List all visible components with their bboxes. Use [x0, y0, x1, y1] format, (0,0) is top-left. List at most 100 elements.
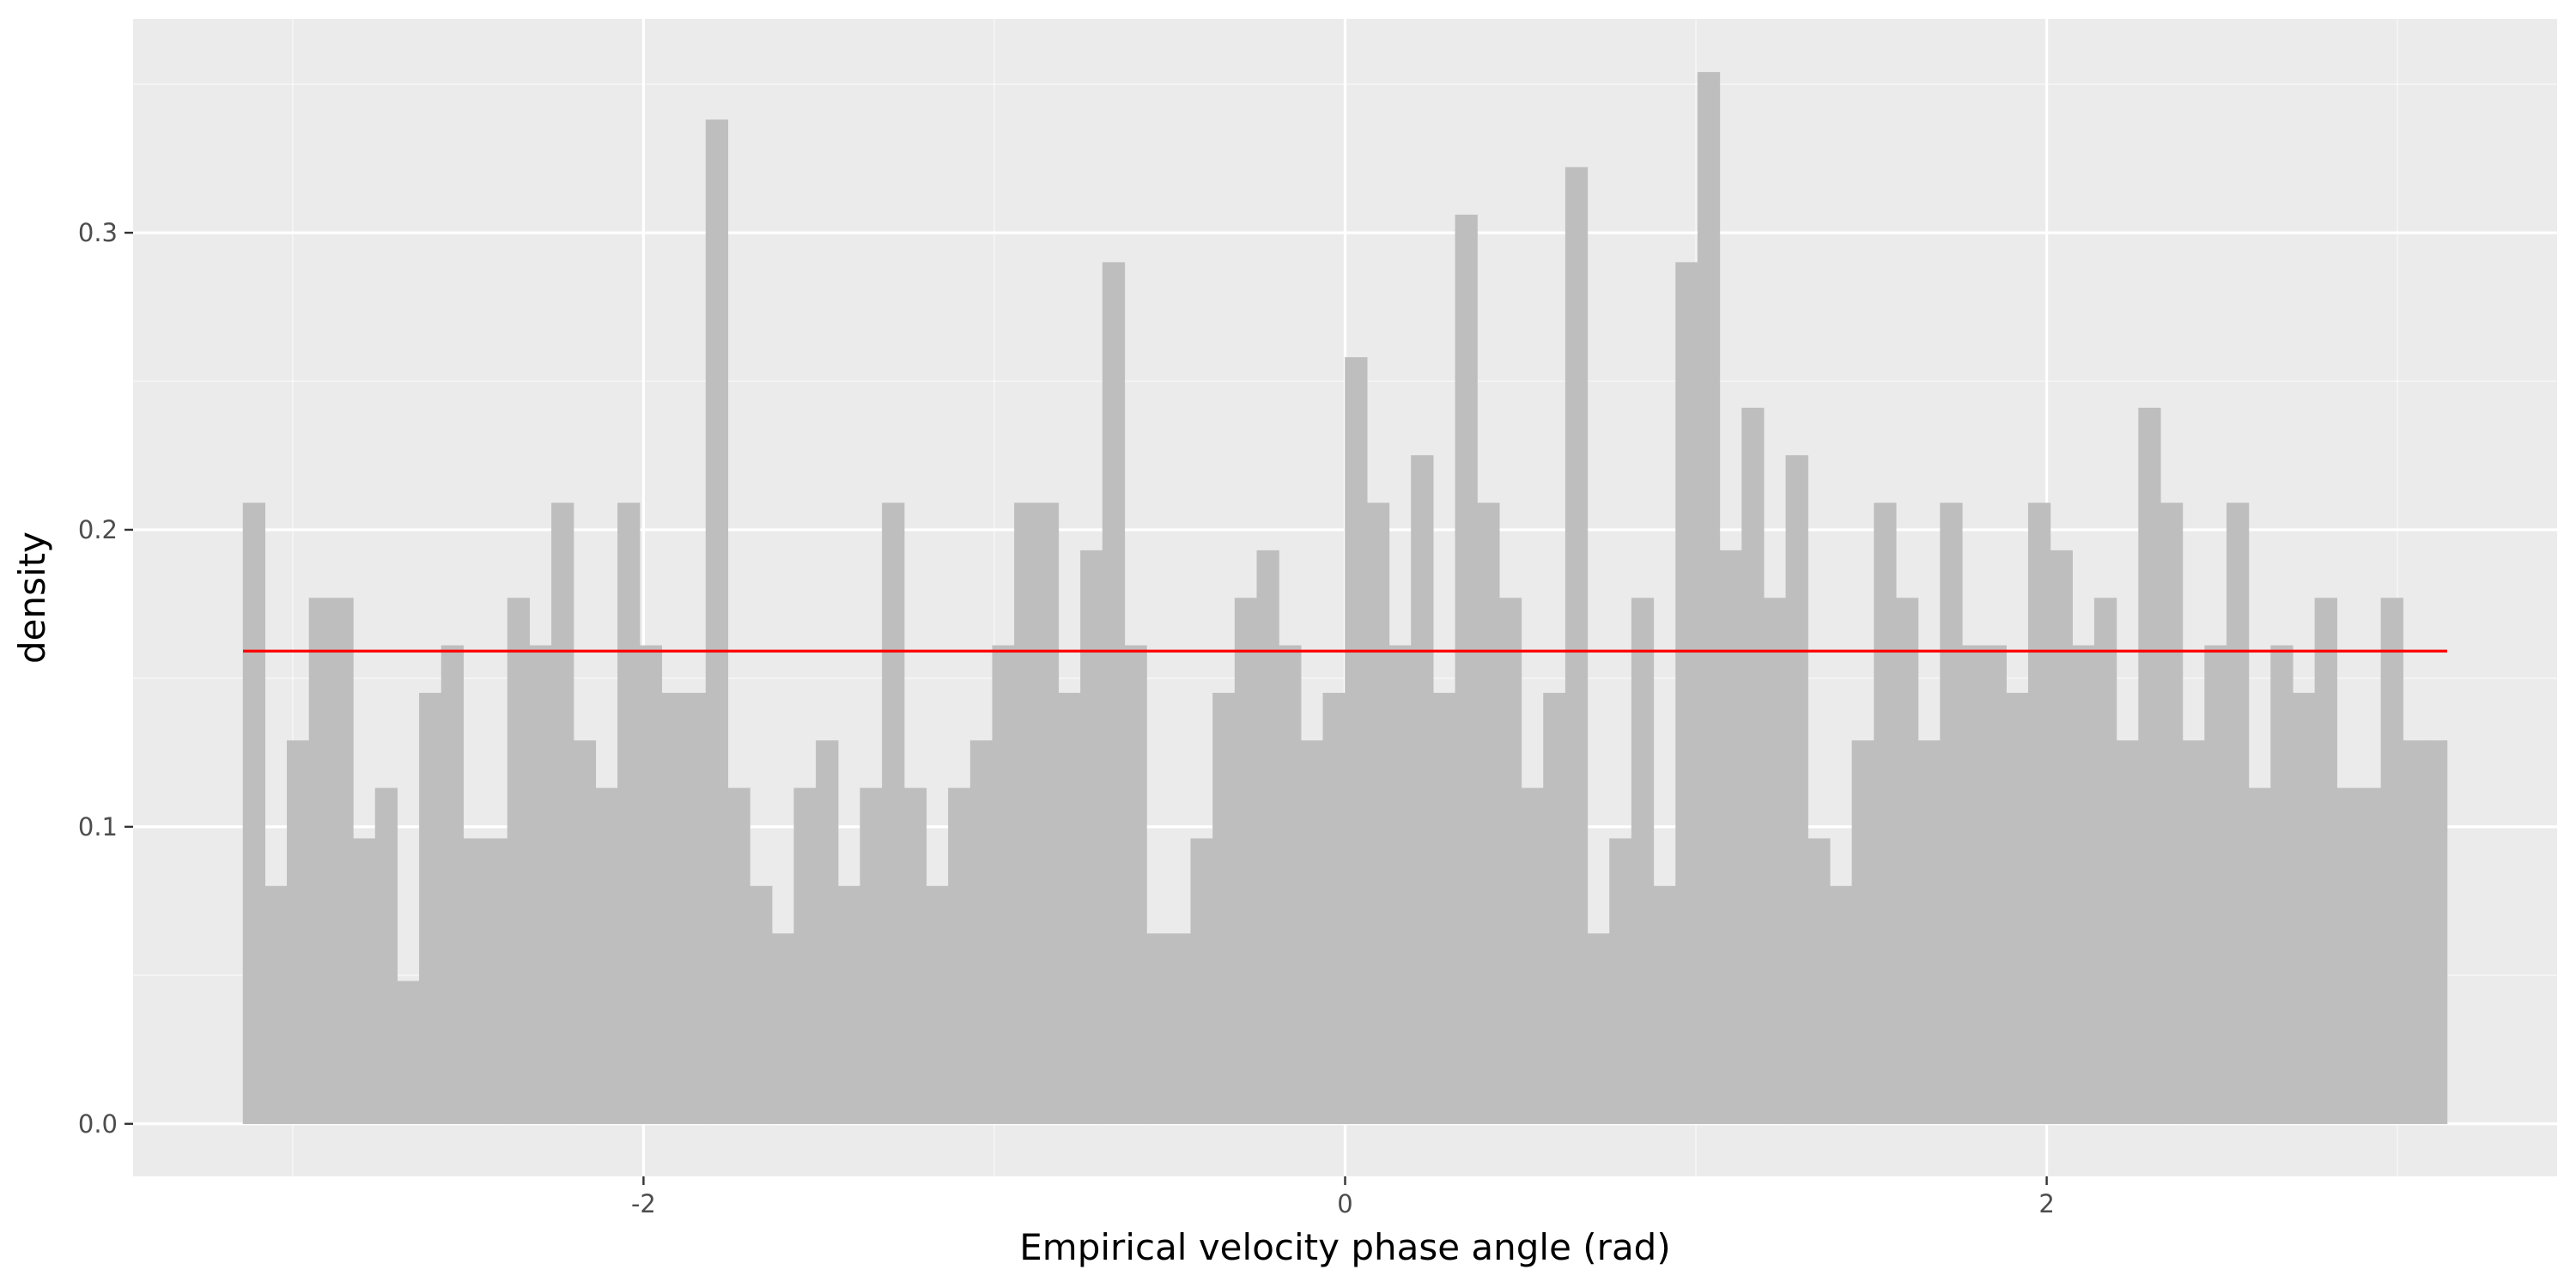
histogram-bar	[1102, 262, 1126, 1125]
y-axis: 0.0 0.1 0.2 0.3	[78, 218, 133, 1139]
histogram-bar	[1146, 933, 1170, 1125]
histogram-bar	[705, 119, 729, 1125]
histogram-bar	[1917, 740, 1941, 1125]
histogram-bar	[1212, 692, 1236, 1125]
histogram-bar	[1631, 598, 1655, 1125]
histogram-bar	[1609, 838, 1632, 1125]
histogram-bar	[1874, 502, 1897, 1125]
histogram-bar	[529, 645, 552, 1125]
histogram-bar	[2226, 502, 2250, 1125]
histogram-bar	[661, 692, 684, 1125]
histogram-bar	[1234, 598, 1258, 1125]
histogram-bar	[2248, 787, 2271, 1125]
x-tick-label: -2	[631, 1189, 656, 1218]
histogram-bar	[1256, 550, 1279, 1125]
y-tick-label: 0.0	[78, 1109, 118, 1139]
histogram-bars	[242, 71, 2448, 1125]
histogram-bar	[1587, 933, 1610, 1125]
histogram-bar	[1168, 933, 1192, 1125]
histogram-bar	[771, 933, 795, 1125]
histogram-bar	[1829, 885, 1853, 1125]
histogram-bar	[816, 740, 839, 1125]
histogram-bar	[1190, 838, 1213, 1125]
histogram-bar	[1763, 598, 1787, 1125]
y-tick-label: 0.3	[78, 218, 118, 247]
histogram-bar	[1477, 502, 1500, 1125]
histogram-bar	[419, 692, 442, 1125]
y-tick-label: 0.2	[78, 515, 118, 544]
histogram-bar	[287, 740, 310, 1125]
histogram-bar	[882, 502, 905, 1125]
histogram-bar	[926, 885, 949, 1125]
histogram-bar	[1279, 645, 1302, 1125]
histogram-bar	[573, 740, 597, 1125]
histogram-bar	[2314, 598, 2337, 1125]
histogram-bar	[2270, 645, 2293, 1125]
histogram-bar	[242, 502, 266, 1125]
histogram-bar	[264, 885, 288, 1125]
histogram-bar	[2050, 550, 2073, 1125]
histogram-bar	[1455, 214, 1478, 1125]
histogram-bar	[2006, 692, 2029, 1125]
histogram-bar	[2182, 740, 2205, 1125]
histogram-bar	[2380, 598, 2403, 1125]
histogram-bar	[1080, 550, 1103, 1125]
histogram-bar	[1984, 645, 2007, 1125]
histogram-bar	[2403, 740, 2426, 1125]
histogram-bar	[1300, 740, 1324, 1125]
x-axis-title: Empirical velocity phase angle (rad)	[1019, 1226, 1670, 1268]
histogram-bar	[2358, 787, 2382, 1125]
histogram-bar	[1036, 502, 1060, 1125]
histogram-bar	[639, 645, 663, 1125]
histogram-bar	[2160, 502, 2184, 1125]
histogram-bar	[1697, 71, 1721, 1125]
histogram-bar	[1785, 455, 1808, 1125]
histogram-bar	[440, 645, 465, 1125]
histogram-bar	[1741, 407, 1765, 1125]
histogram-bar	[1388, 645, 1412, 1125]
histogram-bar	[2116, 740, 2139, 1125]
histogram-bar	[2072, 645, 2095, 1125]
histogram-bar	[1807, 838, 1831, 1125]
histogram-bar	[1675, 262, 1698, 1125]
histogram-bar	[1124, 645, 1147, 1125]
histogram-bar	[1895, 598, 1919, 1125]
histogram-bar	[837, 885, 861, 1125]
y-axis-title: density	[11, 532, 53, 664]
histogram-bar	[1014, 502, 1037, 1125]
histogram-bar	[1940, 502, 1963, 1125]
histogram-bar	[397, 981, 420, 1125]
histogram-bar	[860, 787, 883, 1125]
histogram-bar	[1543, 692, 1566, 1125]
histogram-bar	[507, 598, 531, 1125]
histogram-bar	[1653, 885, 1676, 1125]
x-tick-label: 0	[1337, 1189, 1352, 1218]
histogram-bar	[903, 787, 927, 1125]
histogram-bar	[353, 838, 376, 1125]
histogram-bar	[793, 787, 817, 1125]
histogram-bar	[485, 838, 508, 1125]
y-tick-label: 0.1	[78, 812, 118, 841]
x-tick-label: 2	[2038, 1189, 2054, 1218]
histogram-bar	[969, 740, 993, 1125]
histogram-bar	[1322, 692, 1346, 1125]
histogram-bar	[2093, 598, 2117, 1125]
histogram-bar	[308, 598, 332, 1125]
histogram-bar	[2424, 740, 2448, 1125]
histogram-bar	[617, 502, 641, 1125]
histogram-bar	[463, 838, 486, 1125]
histogram-bar	[1961, 645, 1985, 1125]
histogram-bar	[750, 885, 773, 1125]
histogram-bar	[2204, 645, 2227, 1125]
histogram-bar	[1366, 502, 1390, 1125]
histogram-bar	[1719, 550, 1742, 1125]
x-axis: -2 0 2	[631, 1176, 2055, 1218]
histogram-bar	[331, 598, 354, 1125]
histogram-bar	[683, 692, 707, 1125]
histogram-bar	[1564, 167, 1589, 1125]
histogram-bar	[948, 787, 971, 1125]
histogram-bar	[1432, 692, 1456, 1125]
histogram-bar	[1498, 598, 1522, 1125]
histogram-bar	[551, 502, 574, 1125]
